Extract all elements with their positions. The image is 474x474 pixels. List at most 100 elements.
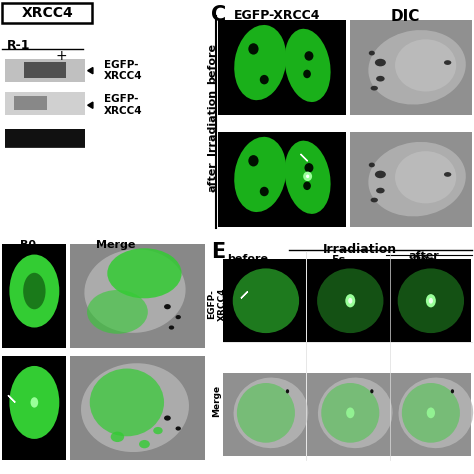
- Text: before: before: [207, 43, 218, 84]
- Bar: [350, 20, 472, 115]
- Ellipse shape: [175, 427, 181, 430]
- Bar: [0, 237, 209, 474]
- Ellipse shape: [371, 86, 378, 91]
- Ellipse shape: [426, 294, 436, 307]
- Bar: [209, 237, 474, 474]
- Polygon shape: [8, 395, 15, 402]
- Ellipse shape: [164, 415, 171, 421]
- Bar: [5, 59, 85, 82]
- Text: E: E: [211, 242, 225, 262]
- Bar: [70, 244, 205, 348]
- Ellipse shape: [370, 389, 374, 393]
- Polygon shape: [241, 292, 247, 298]
- Ellipse shape: [260, 187, 269, 196]
- Ellipse shape: [451, 389, 454, 393]
- Ellipse shape: [375, 171, 386, 178]
- Ellipse shape: [23, 273, 46, 310]
- Ellipse shape: [317, 268, 383, 333]
- Ellipse shape: [399, 378, 473, 448]
- Bar: [5, 129, 85, 148]
- Ellipse shape: [248, 155, 259, 166]
- Bar: [307, 259, 390, 342]
- Ellipse shape: [153, 427, 163, 434]
- Ellipse shape: [234, 137, 286, 212]
- Ellipse shape: [285, 141, 330, 214]
- Ellipse shape: [234, 378, 308, 448]
- Text: 5s: 5s: [331, 255, 345, 265]
- Text: EGFP-
XRCC4: EGFP- XRCC4: [104, 60, 143, 82]
- Bar: [350, 132, 472, 227]
- Ellipse shape: [395, 39, 456, 91]
- Polygon shape: [88, 67, 93, 74]
- Ellipse shape: [429, 298, 433, 304]
- Text: Irradiation: Irradiation: [207, 89, 218, 155]
- Ellipse shape: [304, 51, 313, 61]
- Text: before: before: [228, 254, 268, 264]
- Text: Merge: Merge: [213, 384, 221, 417]
- Bar: [14, 96, 47, 110]
- Ellipse shape: [303, 70, 311, 78]
- Bar: [223, 373, 306, 456]
- Ellipse shape: [368, 30, 466, 105]
- Ellipse shape: [175, 315, 181, 319]
- Ellipse shape: [237, 383, 295, 443]
- Ellipse shape: [30, 397, 38, 408]
- Bar: [0, 0, 209, 237]
- Ellipse shape: [368, 142, 466, 217]
- Ellipse shape: [87, 290, 148, 334]
- Ellipse shape: [139, 440, 150, 448]
- Ellipse shape: [9, 366, 59, 439]
- Ellipse shape: [369, 51, 375, 55]
- Ellipse shape: [303, 182, 311, 190]
- Ellipse shape: [348, 298, 352, 304]
- Ellipse shape: [427, 408, 435, 418]
- Ellipse shape: [303, 172, 312, 181]
- Ellipse shape: [286, 389, 289, 393]
- Ellipse shape: [9, 255, 59, 328]
- Bar: [2, 3, 92, 23]
- Ellipse shape: [321, 383, 379, 443]
- Ellipse shape: [376, 76, 385, 82]
- Ellipse shape: [371, 198, 378, 202]
- Ellipse shape: [444, 172, 451, 177]
- Ellipse shape: [248, 43, 259, 55]
- Text: DIC: DIC: [391, 9, 420, 24]
- Ellipse shape: [90, 369, 164, 436]
- Bar: [218, 132, 346, 227]
- Ellipse shape: [398, 268, 464, 333]
- Bar: [24, 62, 66, 78]
- Text: Merge: Merge: [96, 240, 136, 250]
- Ellipse shape: [444, 60, 451, 65]
- Text: XRCC4: XRCC4: [21, 6, 73, 20]
- Ellipse shape: [345, 294, 355, 307]
- Text: after: after: [207, 161, 218, 191]
- Bar: [388, 373, 471, 456]
- Ellipse shape: [402, 383, 460, 443]
- Ellipse shape: [110, 432, 124, 442]
- Text: EGFP-
XRCC4: EGFP- XRCC4: [208, 288, 227, 321]
- Text: B0: B0: [20, 240, 36, 250]
- Ellipse shape: [260, 75, 269, 84]
- Ellipse shape: [233, 268, 299, 333]
- Text: after: after: [409, 251, 439, 261]
- Ellipse shape: [346, 408, 355, 418]
- Ellipse shape: [164, 304, 171, 309]
- Ellipse shape: [369, 163, 375, 167]
- Ellipse shape: [304, 163, 313, 173]
- Polygon shape: [301, 154, 308, 161]
- Ellipse shape: [395, 151, 456, 203]
- Ellipse shape: [234, 25, 286, 100]
- Bar: [5, 92, 85, 115]
- Ellipse shape: [285, 29, 330, 102]
- Text: EGFP-XRCC4: EGFP-XRCC4: [234, 9, 320, 21]
- Polygon shape: [88, 102, 93, 109]
- Text: R-1: R-1: [7, 38, 31, 52]
- Ellipse shape: [306, 174, 309, 178]
- Text: +: +: [56, 49, 67, 63]
- Bar: [5, 129, 85, 147]
- Text: EGFP-
XRCC4: EGFP- XRCC4: [104, 94, 143, 116]
- Text: C: C: [211, 5, 226, 25]
- Ellipse shape: [318, 378, 392, 448]
- Ellipse shape: [81, 363, 189, 452]
- Bar: [388, 259, 471, 342]
